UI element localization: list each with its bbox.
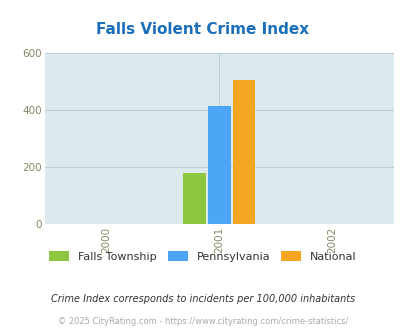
- Text: Crime Index corresponds to incidents per 100,000 inhabitants: Crime Index corresponds to incidents per…: [51, 294, 354, 304]
- Bar: [183, 173, 205, 224]
- Bar: [207, 106, 230, 224]
- Text: Falls Violent Crime Index: Falls Violent Crime Index: [96, 22, 309, 37]
- Legend: Falls Township, Pennsylvania, National: Falls Township, Pennsylvania, National: [45, 247, 360, 267]
- Bar: [232, 80, 255, 224]
- Text: © 2025 CityRating.com - https://www.cityrating.com/crime-statistics/: © 2025 CityRating.com - https://www.city…: [58, 317, 347, 326]
